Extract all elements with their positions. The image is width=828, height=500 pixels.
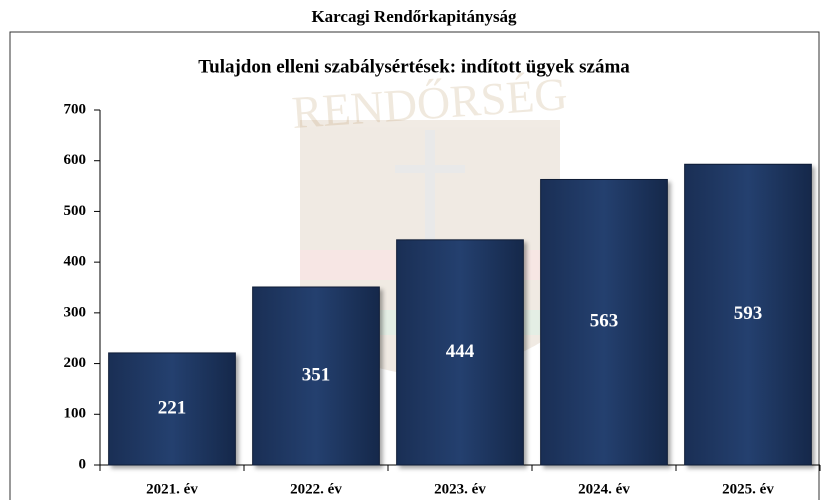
x-tick-label: 2024. év [578, 481, 630, 497]
data-label: 593 [734, 303, 763, 324]
bar [396, 239, 524, 466]
x-tick-label: 2025. év [722, 481, 774, 497]
bar [684, 163, 812, 466]
x-tick-label: 2023. év [434, 481, 486, 497]
y-tick-label: 700 [64, 101, 87, 117]
x-tick-label: 2022. év [290, 481, 342, 497]
y-tick-label: 100 [64, 406, 87, 422]
y-tick-label: 500 [64, 203, 87, 219]
bar [540, 178, 668, 466]
y-tick-label: 300 [64, 304, 87, 320]
y-tick-label: 0 [79, 456, 87, 472]
data-label: 351 [302, 364, 331, 385]
data-label: 563 [590, 311, 619, 332]
y-tick-label: 200 [64, 355, 87, 371]
data-label: 444 [446, 341, 475, 362]
bar [252, 286, 380, 466]
bar [108, 352, 236, 466]
x-tick-label: 2021. év [146, 481, 198, 497]
chart-title: Tulajdon elleni szabálysértések: indítot… [198, 56, 630, 77]
chart-frame [9, 31, 820, 500]
data-label: 221 [158, 397, 187, 418]
y-tick-label: 600 [64, 152, 87, 168]
page-header: Karcagi Rendőrkapitányság [311, 7, 517, 26]
y-tick-label: 400 [64, 254, 87, 270]
